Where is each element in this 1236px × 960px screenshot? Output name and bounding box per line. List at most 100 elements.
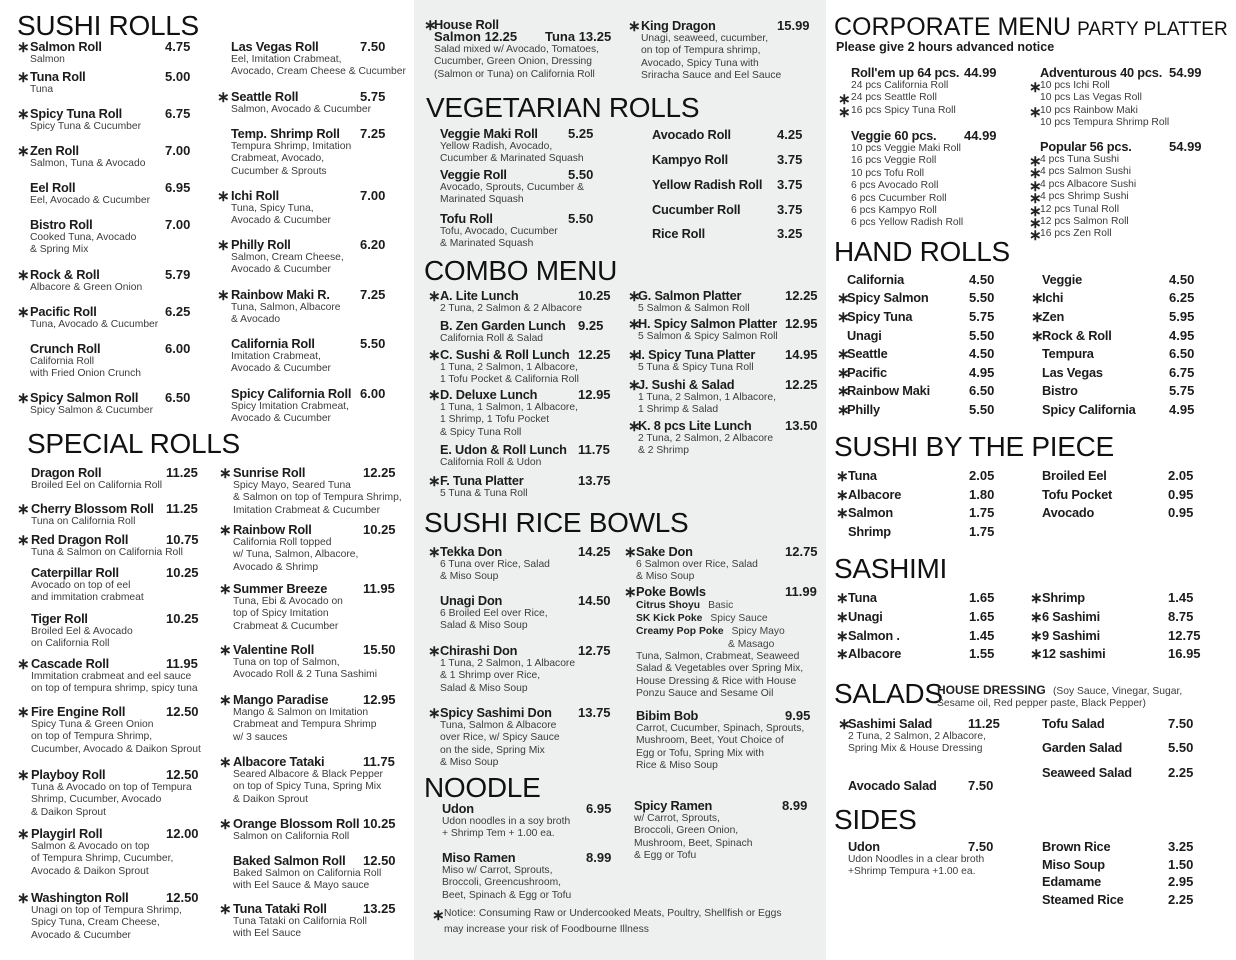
menu-item-description: on top of Spicy Tuna, Spring Mix xyxy=(233,781,382,793)
menu-item-description: Mango & Salmon on Imitation xyxy=(233,707,369,718)
menu-item-description: Avocado, Sprouts, Cucumber & xyxy=(440,182,585,193)
menu-item-price: 11.75 xyxy=(363,754,395,769)
menu-item-price: 5.25 xyxy=(568,126,594,141)
menu-item-description: Cucumber & Sprouts xyxy=(231,165,327,177)
menu-item-price: 12.25 xyxy=(785,377,818,392)
section-title-noodle: NOODLE xyxy=(424,772,541,803)
asterisk-icon: ∗ xyxy=(428,705,441,722)
menu-item-name: Salmon Roll xyxy=(30,39,102,54)
platter-price: 44.99 xyxy=(964,128,997,143)
menu-item-name: Spicy Sashimi Don xyxy=(440,705,552,720)
menu-item-name: Chirashi Don xyxy=(440,643,518,658)
asterisk-icon: ∗ xyxy=(838,91,851,109)
menu-item-name: Rock & Roll xyxy=(1042,328,1112,343)
menu-item-name: 9 Sashimi xyxy=(1042,628,1100,643)
platter-name: Adventurous 40 pcs. xyxy=(1040,65,1163,80)
menu-item-name: California xyxy=(847,272,905,287)
menu-item-description: & 2 Shrimp xyxy=(638,445,689,457)
party-platter-subtitle: PARTY PLATTER xyxy=(1077,19,1228,40)
menu-item-name: Spicy Ramen xyxy=(634,798,713,813)
menu-item-price: 15.99 xyxy=(777,18,810,33)
asterisk-icon: ∗ xyxy=(1029,79,1042,96)
asterisk-icon: ∗ xyxy=(17,69,30,86)
asterisk-icon: ∗ xyxy=(836,609,849,626)
menu-item-name: Red Dragon Roll xyxy=(31,532,129,547)
asterisk-icon: ∗ xyxy=(1030,628,1043,645)
menu-item-description: Cucumber & Marinated Squash xyxy=(440,153,584,165)
menu-item-name: Tofu Pocket xyxy=(1042,487,1113,502)
menu-item-name: D. Deluxe Lunch xyxy=(440,387,538,402)
menu-item-description: Tuna, Salmon, Albacore xyxy=(231,302,341,313)
menu-item-description: Ponzu Sauce and Sesame Oil xyxy=(636,687,774,699)
asterisk-icon: ∗ xyxy=(17,304,30,321)
menu-item-description: Crabmeat, Avocado, xyxy=(231,153,325,165)
menu-item-price: 6.00 xyxy=(360,386,386,401)
menu-item-name: J. Sushi & Salad xyxy=(638,377,735,392)
menu-item-name: 12 sashimi xyxy=(1042,646,1106,661)
menu-item-name: Steamed Rice xyxy=(1042,892,1124,907)
menu-item-description: w/ 3 sauces xyxy=(233,731,288,743)
asterisk-icon: ∗ xyxy=(1031,290,1044,307)
menu-item-price: 12.50 xyxy=(363,853,396,868)
menu-item-description: Seared Albacore & Black Pepper xyxy=(233,769,383,780)
platter-line: 6 pcs Kampyo Roll xyxy=(851,205,937,216)
section-title-special-rolls: SPECIAL ROLLS xyxy=(27,428,240,459)
menu-item-description: Udon noodles in a soy broth xyxy=(442,816,571,827)
asterisk-icon: ∗ xyxy=(1029,177,1042,195)
platter-price: 54.99 xyxy=(1169,65,1202,80)
menu-item-description: Udon Noodles in a clear broth xyxy=(848,854,985,865)
menu-item-name: Las Vegas Roll xyxy=(231,39,319,54)
menu-item-name: Tuna xyxy=(848,468,877,483)
platter-line: 10 pcs Rainbow Maki xyxy=(1040,104,1138,116)
menu-item-price: 4.50 xyxy=(969,272,995,287)
menu-item-description: & Miso Soup xyxy=(440,571,499,583)
asterisk-icon: ∗ xyxy=(219,522,232,539)
menu-item-name: Mango Paradise xyxy=(233,692,329,707)
menu-item-price: 2.25 xyxy=(1168,892,1194,907)
menu-item-price: 6.95 xyxy=(586,801,612,816)
menu-item-price: 5.75 xyxy=(969,309,995,324)
asterisk-icon: ∗ xyxy=(837,346,850,363)
asterisk-icon: ∗ xyxy=(628,288,641,305)
asterisk-icon: ∗ xyxy=(837,309,850,326)
menu-item-price: 10.25 xyxy=(166,565,199,580)
platter-name: Veggie 60 pcs. xyxy=(851,128,937,143)
menu-item-name: Washington Roll xyxy=(31,890,129,905)
menu-item-description: Spicy Tuna, Cream Cheese, xyxy=(31,917,160,929)
menu-item-description: California Roll xyxy=(30,356,95,367)
menu-item-name: Spicy Salmon Roll xyxy=(30,390,139,405)
platter-line: 4 pcs Salmon Sushi xyxy=(1040,166,1132,178)
menu-item-price: 11.95 xyxy=(166,656,198,671)
asterisk-icon: ∗ xyxy=(428,347,441,364)
menu-item-description: & Marinated Squash xyxy=(440,238,534,250)
menu-item-name: Udon xyxy=(848,839,880,854)
menu-item-price: 1.80 xyxy=(969,487,995,502)
menu-item-name: Playboy Roll xyxy=(31,767,106,782)
menu-item-name: Tempura xyxy=(1042,346,1094,361)
menu-item-name: California Roll xyxy=(231,336,315,351)
platter-price: 44.99 xyxy=(964,65,997,80)
menu-item-description: Avocado & Cucumber xyxy=(231,264,331,276)
menu-item-description: 5 Salmon & Spicy Salmon Roll xyxy=(638,331,778,342)
asterisk-icon: ∗ xyxy=(219,692,232,709)
menu-item-description: Spicy Salmon & Cucumber xyxy=(30,405,154,416)
menu-item-price: 4.25 xyxy=(777,127,803,142)
asterisk-icon: ∗ xyxy=(219,465,232,482)
menu-item-price: 2.05 xyxy=(969,468,995,483)
menu-item-name: Salmon xyxy=(848,505,894,520)
menu-item-name: Yellow Radish Roll xyxy=(652,177,763,192)
menu-item-name: Tuna xyxy=(848,590,877,605)
menu-item-price: 7.50 xyxy=(968,839,994,854)
menu-item-description: 1 Tuna, 1 Salmon, 1 Albacore, xyxy=(440,402,578,413)
menu-item-description: 6 Tuna over Rice, Salad xyxy=(440,559,550,570)
menu-item-description: House Dressing & Rice with House xyxy=(636,675,797,687)
menu-item-description: Mushroom, Beet, Yout Choice of xyxy=(636,735,784,747)
menu-item-price: 2.05 xyxy=(1168,468,1194,483)
menu-item-description: Tuna, Ebi & Avocado on xyxy=(233,596,343,607)
platter-line: 10 pcs Las Vegas Roll xyxy=(1040,92,1142,104)
menu-item-price: 3.75 xyxy=(777,177,803,192)
menu-panel-middle xyxy=(414,0,826,960)
platter-line: 24 pcs California Roll xyxy=(851,80,949,91)
menu-item-price: 3.75 xyxy=(777,202,803,217)
menu-item-price: 0.95 xyxy=(1168,487,1194,502)
